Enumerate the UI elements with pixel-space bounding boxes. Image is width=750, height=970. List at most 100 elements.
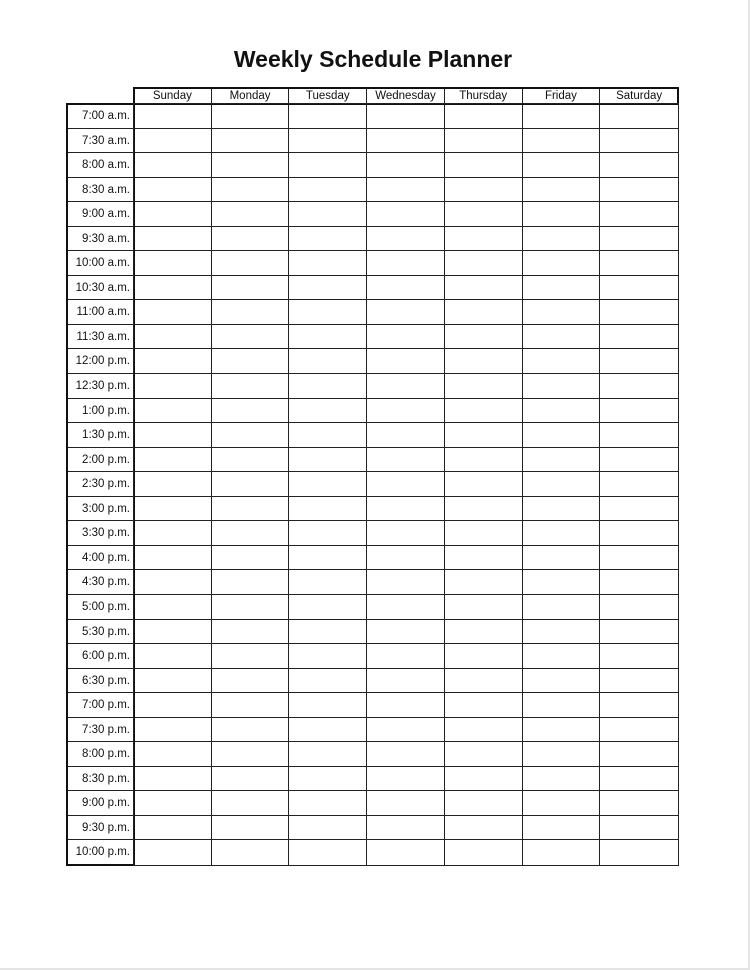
schedule-cell[interactable] [289, 693, 368, 718]
schedule-cell[interactable] [211, 177, 290, 203]
schedule-cell[interactable] [367, 496, 445, 522]
schedule-cell[interactable] [367, 815, 445, 841]
schedule-cell[interactable] [134, 619, 212, 645]
schedule-cell[interactable] [289, 619, 368, 645]
schedule-cell[interactable] [211, 644, 290, 669]
schedule-cell[interactable] [134, 300, 212, 325]
schedule-cell[interactable] [522, 300, 601, 325]
schedule-cell[interactable] [367, 840, 445, 865]
schedule-cell[interactable] [367, 766, 445, 792]
schedule-cell[interactable] [600, 620, 678, 645]
schedule-cell[interactable] [600, 840, 678, 865]
schedule-cell[interactable] [444, 251, 523, 276]
schedule-cell[interactable] [444, 717, 523, 743]
schedule-cell[interactable] [134, 815, 212, 841]
schedule-cell[interactable] [367, 349, 445, 375]
schedule-cell[interactable] [522, 472, 601, 497]
schedule-cell[interactable] [367, 594, 445, 620]
schedule-cell[interactable] [600, 448, 678, 473]
schedule-cell[interactable] [134, 349, 212, 375]
schedule-cell[interactable] [367, 251, 445, 276]
schedule-cell[interactable] [444, 202, 523, 227]
schedule-cell[interactable] [367, 153, 445, 178]
schedule-cell[interactable] [367, 447, 445, 473]
schedule-cell[interactable] [522, 226, 601, 252]
schedule-cell[interactable] [600, 300, 678, 325]
schedule-cell[interactable] [289, 447, 368, 473]
schedule-cell[interactable] [289, 128, 368, 154]
schedule-cell[interactable] [289, 594, 368, 620]
schedule-cell[interactable] [522, 128, 601, 154]
schedule-cell[interactable] [444, 153, 523, 178]
schedule-cell[interactable] [134, 226, 212, 252]
schedule-cell[interactable] [289, 742, 368, 767]
schedule-cell[interactable] [289, 374, 368, 399]
schedule-cell[interactable] [289, 226, 368, 252]
schedule-cell[interactable] [211, 521, 290, 546]
schedule-cell[interactable] [134, 324, 212, 350]
schedule-cell[interactable] [134, 766, 212, 792]
schedule-cell[interactable] [134, 398, 212, 424]
schedule-cell[interactable] [367, 104, 445, 129]
schedule-cell[interactable] [289, 570, 368, 595]
schedule-cell[interactable] [134, 472, 212, 497]
schedule-cell[interactable] [600, 791, 678, 816]
schedule-cell[interactable] [211, 324, 290, 350]
schedule-cell[interactable] [522, 521, 601, 546]
schedule-cell[interactable] [522, 153, 601, 178]
schedule-cell[interactable] [289, 717, 368, 743]
schedule-cell[interactable] [444, 324, 523, 350]
schedule-cell[interactable] [289, 324, 368, 350]
schedule-cell[interactable] [444, 398, 523, 424]
schedule-cell[interactable] [134, 545, 212, 571]
schedule-cell[interactable] [134, 447, 212, 473]
schedule-cell[interactable] [134, 693, 212, 718]
schedule-cell[interactable] [289, 251, 368, 276]
schedule-cell[interactable] [289, 300, 368, 325]
schedule-cell[interactable] [134, 423, 212, 448]
schedule-cell[interactable] [444, 521, 523, 546]
schedule-cell[interactable] [289, 349, 368, 375]
schedule-cell[interactable] [211, 226, 290, 252]
schedule-cell[interactable] [367, 668, 445, 694]
schedule-cell[interactable] [444, 472, 523, 497]
schedule-cell[interactable] [600, 742, 678, 767]
schedule-cell[interactable] [211, 275, 290, 301]
schedule-cell[interactable] [444, 496, 523, 522]
schedule-cell[interactable] [444, 791, 523, 816]
schedule-cell[interactable] [600, 325, 678, 350]
schedule-cell[interactable] [367, 374, 445, 399]
schedule-cell[interactable] [289, 521, 368, 546]
schedule-cell[interactable] [134, 644, 212, 669]
schedule-cell[interactable] [211, 128, 290, 154]
schedule-cell[interactable] [289, 104, 368, 129]
schedule-cell[interactable] [600, 570, 678, 595]
schedule-cell[interactable] [444, 275, 523, 301]
schedule-cell[interactable] [444, 742, 523, 767]
schedule-cell[interactable] [211, 815, 290, 841]
schedule-cell[interactable] [522, 398, 601, 424]
schedule-cell[interactable] [367, 545, 445, 571]
schedule-cell[interactable] [522, 104, 601, 129]
schedule-cell[interactable] [367, 521, 445, 546]
schedule-cell[interactable] [289, 398, 368, 424]
schedule-cell[interactable] [367, 791, 445, 816]
schedule-cell[interactable] [367, 644, 445, 669]
schedule-cell[interactable] [211, 153, 290, 178]
schedule-cell[interactable] [600, 251, 678, 276]
schedule-cell[interactable] [600, 546, 678, 571]
schedule-cell[interactable] [522, 177, 601, 203]
schedule-cell[interactable] [367, 226, 445, 252]
schedule-cell[interactable] [211, 570, 290, 595]
schedule-cell[interactable] [600, 718, 678, 743]
schedule-cell[interactable] [367, 324, 445, 350]
schedule-cell[interactable] [444, 570, 523, 595]
schedule-cell[interactable] [289, 791, 368, 816]
schedule-cell[interactable] [522, 791, 601, 816]
schedule-cell[interactable] [444, 447, 523, 473]
schedule-cell[interactable] [134, 594, 212, 620]
schedule-cell[interactable] [289, 545, 368, 571]
schedule-cell[interactable] [367, 570, 445, 595]
schedule-cell[interactable] [289, 177, 368, 203]
schedule-cell[interactable] [522, 324, 601, 350]
